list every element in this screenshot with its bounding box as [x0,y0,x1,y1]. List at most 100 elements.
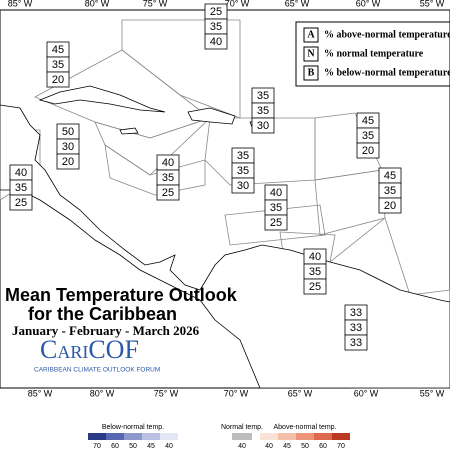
colorbar-swatch [278,433,296,440]
colorbar-label: Normal temp. [221,424,263,431]
region-value: 35 [270,202,282,214]
box-cell [46,71,70,88]
colorbar-tick: 70 [93,443,101,450]
longitude-label: 65° W [285,0,310,8]
logo-tagline: CARIBBEAN CLIMATE OUTLOOK FORUM [34,367,160,374]
box-cell [9,194,33,211]
region-value: 40 [270,187,282,199]
region-value: 30 [257,120,269,132]
region-value: 35 [257,105,269,117]
longitude-label: 70° W [224,388,249,398]
colorbar-label: Below-normal temp. [102,424,164,431]
colorbar-tick: 40 [165,443,173,450]
key-letter: N [307,48,315,59]
region-value: 45 [52,44,64,56]
box-cell [204,33,228,50]
region-value: 33 [350,337,362,349]
colorbar-swatch [88,433,106,440]
box-cell [264,214,288,231]
region-value: 35 [362,130,374,142]
key-box [303,65,319,81]
region-value: 30 [62,141,74,153]
colorbar-tick: 45 [283,443,291,450]
region-value: 35 [210,21,222,33]
region-value: 40 [162,157,174,169]
colorbar-swatch [296,433,314,440]
logo-name: CariCOF [40,335,139,364]
colorbar-swatch [124,433,142,440]
region-value: 33 [350,322,362,334]
map-title: Mean Temperature Outlook [5,285,238,305]
key-box [303,27,319,43]
region-value: 35 [15,182,27,194]
region-value: 25 [162,187,174,199]
colorbar-tick: 40 [265,443,273,450]
key-box [303,46,319,62]
region-value: 35 [309,266,321,278]
longitude-label: 65° W [288,388,313,398]
colorbar-swatch [260,433,278,440]
longitude-label: 85° W [28,388,53,398]
region-value: 35 [162,172,174,184]
key-letter: A [307,29,315,40]
colorbar-tick: 50 [129,443,137,450]
box-cell [251,117,275,134]
longitude-label: 75° W [143,0,168,8]
region-value: 40 [15,167,27,179]
map-legend: A % above-normal temperature N % normal tem… [295,21,450,87]
colorbar-tick: 45 [147,443,155,450]
key-letter: B [308,67,315,78]
region-boxes: 25 35 40 45 35 20 50 30 20 35 35 30 45 35 20 40 35 25 35 35… [9,3,402,351]
colorbar-swatch [142,433,160,440]
colorbar-swatch [314,433,332,440]
region-value: 50 [62,126,74,138]
region-value: 45 [362,115,374,127]
key-text: % above-normal temperature [324,29,450,40]
colorbar-tick: 70 [337,443,345,450]
region-value: 20 [62,156,74,168]
colorbar-tick: 40 [238,443,246,450]
legend-frame [295,21,450,87]
box-cell [231,177,255,194]
longitude-label: 80° W [85,0,110,8]
longitude-label: 60° W [354,388,379,398]
longitude-label: 60° W [356,0,381,8]
region-value: 40 [210,36,222,48]
box-cell [156,184,180,201]
region-value: 40 [309,251,321,263]
key-text: % below-normal temperature [324,67,450,78]
colorbar-label: Above-normal temp. [273,424,336,431]
colorbar-swatch [332,433,350,440]
longitude-label: 55° W [420,0,445,8]
longitude-label: 80° W [90,388,115,398]
region-value: 35 [257,90,269,102]
region-value: 20 [362,145,374,157]
colorbar-tick: 60 [319,443,327,450]
box-cell [378,197,402,214]
region-value: 25 [15,197,27,209]
box-cell [303,278,327,295]
longitude-label: 55° W [420,388,445,398]
colorbar-swatch [106,433,124,440]
region-value: 33 [350,307,362,319]
longitude-label: 75° W [154,388,179,398]
period: January - February - March 2026 [12,323,200,338]
region-value: 30 [237,180,249,192]
colorbar-swatch [232,433,252,440]
region-value: 35 [237,165,249,177]
region-value: 25 [309,281,321,293]
colorbar-tick: 50 [301,443,309,450]
longitude-label: 70° W [225,0,250,8]
box-cell [344,334,368,351]
region-value: 20 [384,200,396,212]
box-cell [356,142,380,159]
region-value: 35 [237,150,249,162]
colorbar-tick: 60 [111,443,119,450]
region-value: 25 [270,217,282,229]
colorbar-swatch [160,433,178,440]
region-value: 35 [384,185,396,197]
region-value: 20 [52,74,64,86]
region-value: 25 [210,6,222,18]
longitude-label: 85° W [8,0,33,8]
